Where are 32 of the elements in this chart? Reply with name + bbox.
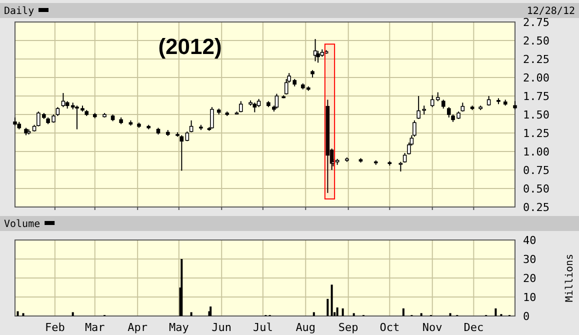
x-tick-label: Jun [212,321,232,334]
x-tick-label: Aug [296,321,316,334]
y-tick-label: 0.25 [523,200,550,214]
text: Volume [4,219,40,230]
y-tick-label: 1.00 [523,145,550,158]
y-tick-label: 1.25 [523,126,550,140]
y-tick-label: 1.50 [523,108,550,122]
x-tick-label: Dec [464,321,484,334]
text: (2012) [158,34,222,59]
y-tick-label: 0.50 [523,182,550,196]
y-axis-title: Millions [564,254,576,302]
y-tick-label: 40 [523,234,536,247]
y-tick-label: 0 [523,310,530,323]
x-tick-label: Nov [422,321,443,334]
x-tick-label: Sep [338,321,358,334]
x-tick-label: May [168,321,190,334]
y-tick-label: 20 [523,272,536,285]
x-tick-label: Feb [45,321,65,334]
x-tick-label: Oct [380,321,400,334]
y-tick-label: 2.00 [523,71,550,84]
y-tick-label: 1.75 [523,90,550,103]
x-tick-label: Jul [252,321,273,334]
y-tick-label: 0.75 [523,164,550,177]
y-tick-label: 2.25 [523,52,550,66]
text: 12/28/12 [526,6,575,17]
y-tick-label: 30 [523,252,536,266]
x-tick-label: Apr [128,321,148,334]
y-tick-label: 2.75 [523,16,550,29]
y-tick-label: 10 [523,290,536,304]
x-tick-label: Mar [84,321,106,334]
text: Daily [4,6,34,17]
y-tick-label: 2.50 [523,34,550,48]
